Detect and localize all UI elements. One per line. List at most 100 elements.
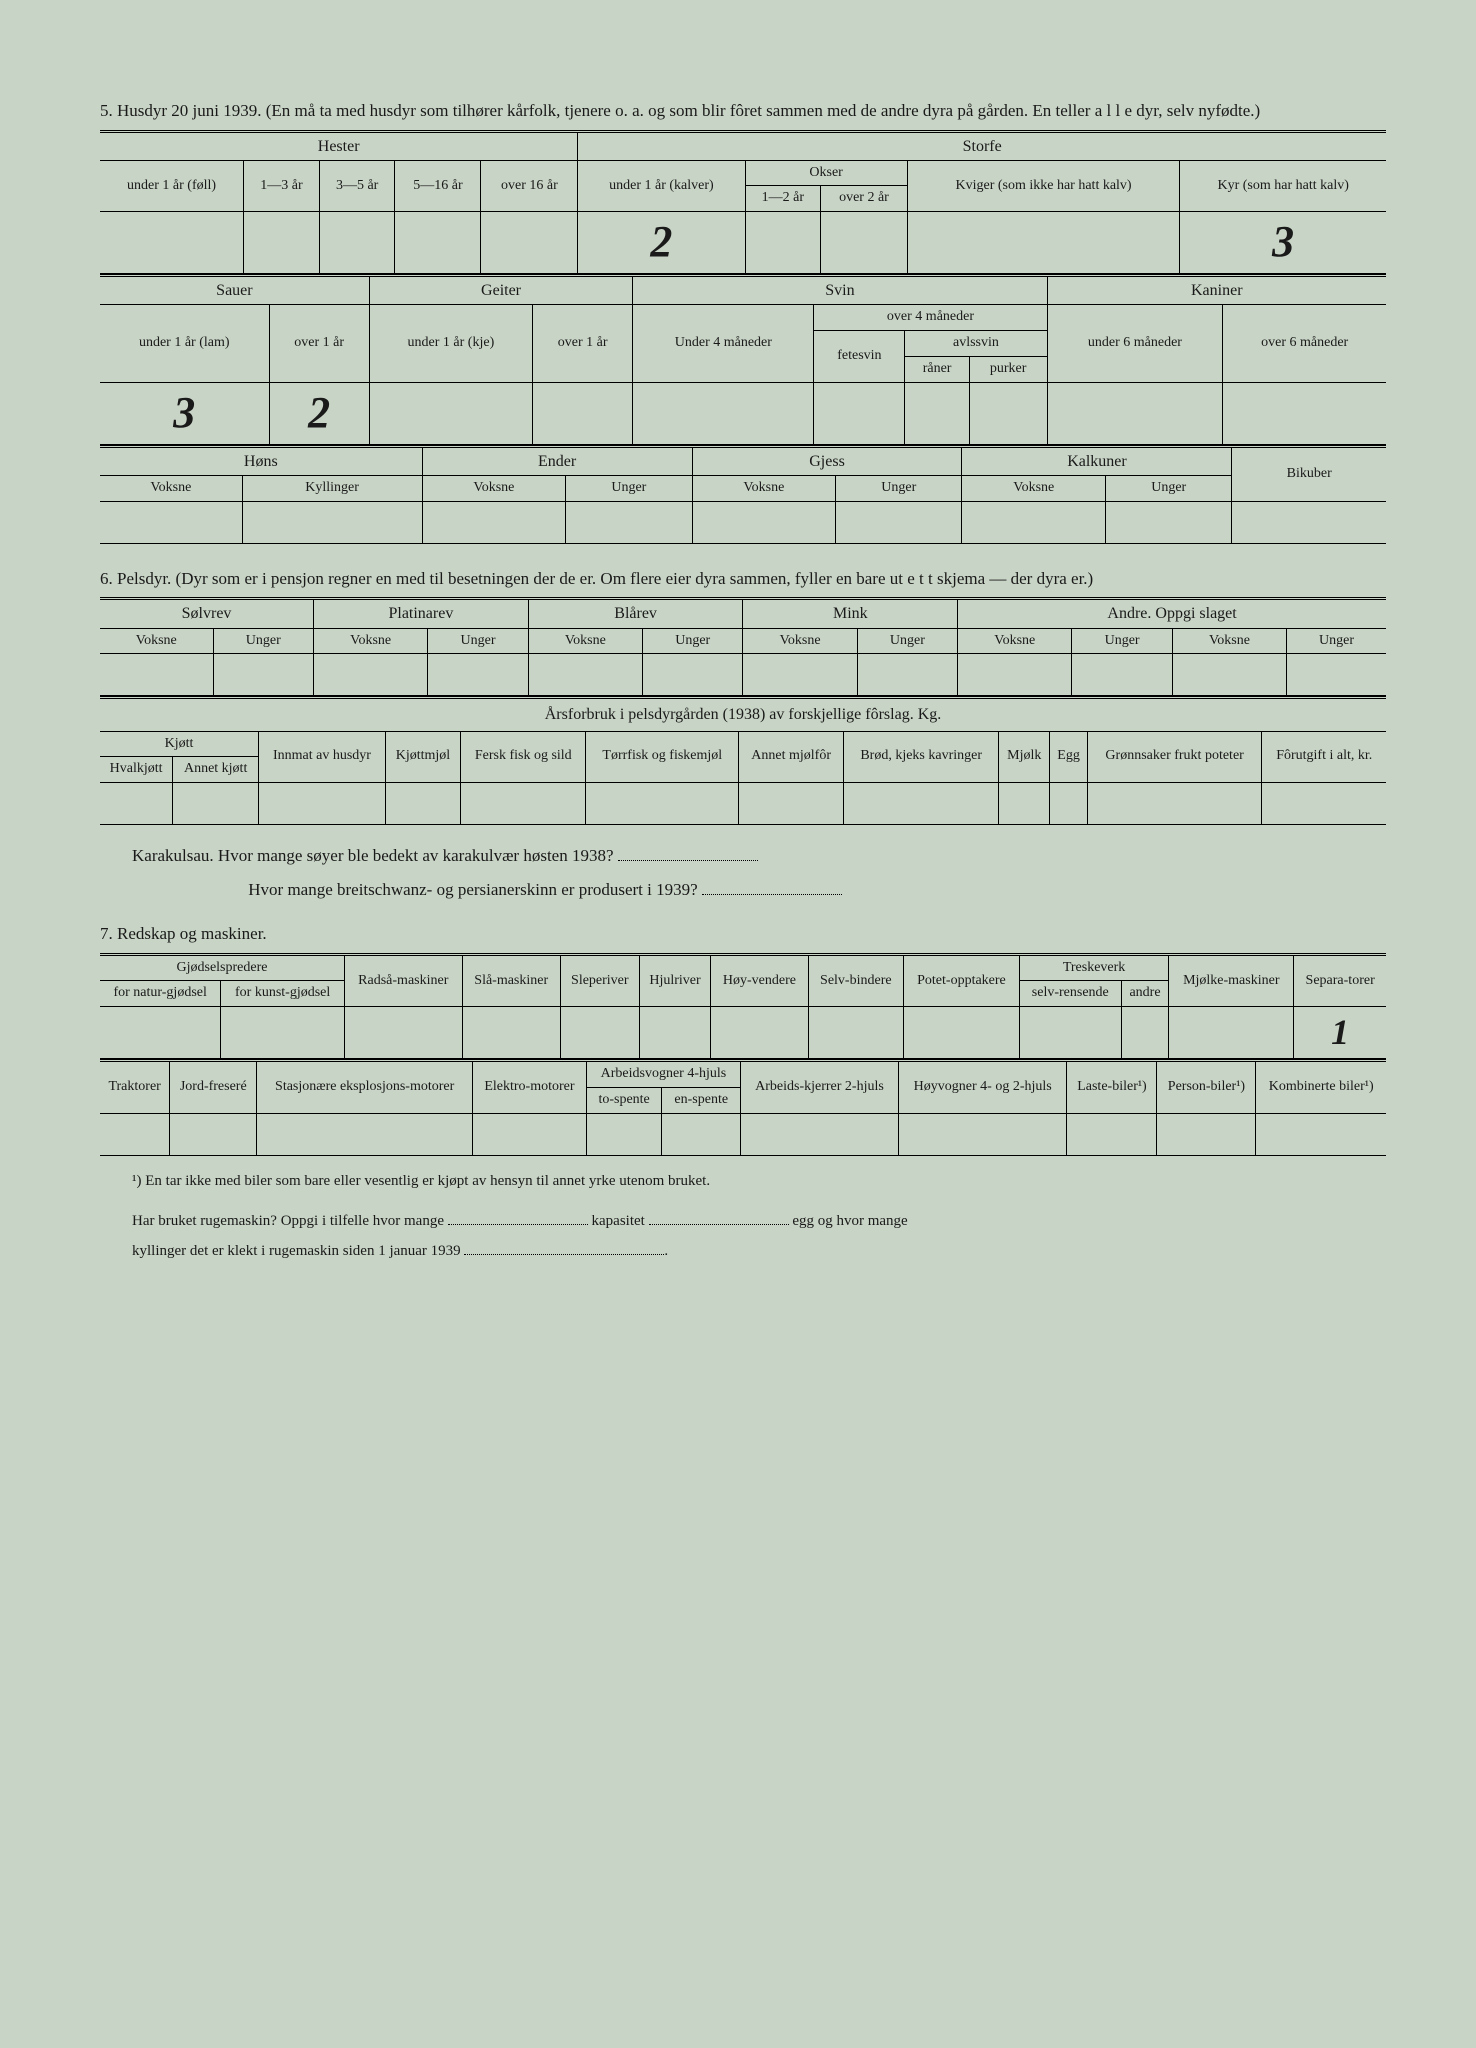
table-redskap2: Traktorer Jord-freseré Stasjonære eksplo… bbox=[100, 1059, 1386, 1156]
cell bbox=[969, 382, 1047, 444]
karakul-q2-blank bbox=[702, 880, 842, 895]
col-egg: Egg bbox=[1050, 731, 1087, 783]
hdr-treske: Treskeverk bbox=[1019, 954, 1168, 981]
col-traktorer: Traktorer bbox=[100, 1061, 170, 1114]
col-u: Unger bbox=[1287, 628, 1386, 654]
col-kalk-unger: Unger bbox=[1106, 476, 1232, 502]
col-sau-u1: under 1 år (lam) bbox=[100, 305, 269, 382]
col-h-5-16: 5—16 år bbox=[395, 160, 481, 212]
cell bbox=[1262, 783, 1386, 825]
col-okser-1-2: 1—2 år bbox=[745, 186, 821, 212]
col-sla: Slå-maskiner bbox=[462, 954, 560, 1007]
col-brod: Brød, kjeks kavringer bbox=[844, 731, 999, 783]
col-gronn: Grønnsaker frukt poteter bbox=[1087, 731, 1262, 783]
col-gjess-voksne: Voksne bbox=[692, 476, 836, 502]
col-hons-kyll: Kyllinger bbox=[242, 476, 422, 502]
cell bbox=[1050, 783, 1087, 825]
val-sep: 1 bbox=[1294, 1007, 1386, 1059]
cell bbox=[1287, 654, 1386, 696]
cell bbox=[999, 783, 1050, 825]
col-person: Person-biler¹) bbox=[1157, 1061, 1256, 1114]
cell bbox=[1232, 501, 1386, 543]
col-h-1-3: 1—3 år bbox=[244, 160, 320, 212]
table-forbruk: Årsforbruk i pelsdyrgården (1938) av for… bbox=[100, 696, 1386, 825]
col-okser-o2: over 2 år bbox=[821, 186, 908, 212]
hdr-bikuber: Bikuber bbox=[1232, 446, 1386, 501]
cell bbox=[586, 1113, 662, 1155]
col-geit-o1: over 1 år bbox=[533, 305, 633, 382]
col-u: Unger bbox=[1072, 628, 1173, 654]
col-forutgift: Fôrutgift i alt, kr. bbox=[1262, 731, 1386, 783]
table-pelsdyr: Sølvrev Platinarev Blårev Mink Andre. Op… bbox=[100, 597, 1386, 696]
col-kyr: Kyr (som har hatt kalv) bbox=[1180, 160, 1386, 212]
cell bbox=[244, 212, 320, 274]
q-ruge2: kapasitet bbox=[592, 1213, 645, 1229]
cell bbox=[560, 1007, 639, 1059]
col-annetmjol: Annet mjølfôr bbox=[739, 731, 844, 783]
footnote1: ¹) En tar ikke med biler som bare eller … bbox=[132, 1166, 1386, 1196]
col-natur: for natur-gjødsel bbox=[100, 981, 221, 1007]
cell bbox=[692, 501, 836, 543]
cell bbox=[1106, 501, 1232, 543]
col-kombi: Kombinerte biler¹) bbox=[1256, 1061, 1386, 1114]
cell bbox=[1067, 1113, 1157, 1155]
col-v: Voksne bbox=[958, 628, 1072, 654]
val-kyr: 3 bbox=[1180, 212, 1386, 274]
q-ruge-blank2 bbox=[649, 1211, 789, 1225]
val-sau-o1: 2 bbox=[269, 382, 369, 444]
cell bbox=[1087, 783, 1262, 825]
col-potet: Potet-opptakere bbox=[904, 954, 1020, 1007]
section5-title: 5. Husdyr 20 juni 1939. (En må ta med hu… bbox=[100, 98, 1386, 124]
cell bbox=[1223, 382, 1386, 444]
hdr-sauer: Sauer bbox=[100, 276, 369, 305]
col-laste: Laste-biler¹) bbox=[1067, 1061, 1157, 1114]
cell bbox=[257, 1113, 473, 1155]
col-kalk-voksne: Voksne bbox=[962, 476, 1106, 502]
col-stasjon: Stasjonære eksplosjons-motorer bbox=[257, 1061, 473, 1114]
cell bbox=[170, 1113, 257, 1155]
cell bbox=[739, 783, 844, 825]
col-u: Unger bbox=[428, 628, 529, 654]
col-arbeid2: Arbeids-kjerrer 2-hjuls bbox=[741, 1061, 899, 1114]
cell bbox=[100, 212, 244, 274]
cell bbox=[962, 501, 1106, 543]
col-avlssvin: avlssvin bbox=[905, 331, 1047, 357]
cell bbox=[1047, 382, 1223, 444]
cell bbox=[1169, 1007, 1294, 1059]
col-v: Voksne bbox=[1172, 628, 1286, 654]
col-v: Voksne bbox=[314, 628, 428, 654]
cell bbox=[958, 654, 1072, 696]
col-v: Voksne bbox=[100, 628, 213, 654]
cell bbox=[741, 1113, 899, 1155]
cell bbox=[633, 382, 814, 444]
cell bbox=[100, 1113, 170, 1155]
cell bbox=[461, 783, 586, 825]
cell bbox=[743, 654, 857, 696]
col-mjolk: Mjølk bbox=[999, 731, 1050, 783]
q-ruge4: kyllinger det er klekt i rugemaskin side… bbox=[132, 1243, 461, 1259]
hdr-hons: Høns bbox=[100, 446, 422, 475]
cell bbox=[100, 501, 242, 543]
karakul-q1-blank bbox=[618, 846, 758, 861]
hdr-svin: Svin bbox=[633, 276, 1047, 305]
col-hoy: Høy-vendere bbox=[711, 954, 808, 1007]
q-ruge-blank3 bbox=[464, 1241, 664, 1255]
col-innmat: Innmat av husdyr bbox=[259, 731, 386, 783]
cell bbox=[1157, 1113, 1256, 1155]
cell bbox=[905, 382, 969, 444]
cell bbox=[385, 783, 460, 825]
col-selv: Selv-bindere bbox=[808, 954, 903, 1007]
hdr-mink: Mink bbox=[743, 599, 958, 628]
val-sau-u1: 3 bbox=[100, 382, 269, 444]
val-s-u1: 2 bbox=[578, 212, 745, 274]
cell bbox=[662, 1113, 741, 1155]
cell bbox=[1121, 1007, 1169, 1059]
col-kunst: for kunst-gjødsel bbox=[221, 981, 345, 1007]
col-ender-voksne: Voksne bbox=[422, 476, 566, 502]
col-v: Voksne bbox=[528, 628, 642, 654]
cell bbox=[173, 783, 259, 825]
cell bbox=[344, 1007, 462, 1059]
q-ruge3: egg og hvor mange bbox=[792, 1213, 907, 1229]
col-h-u1: under 1 år (føll) bbox=[100, 160, 244, 212]
col-hvalkjott: Hvalkjøtt bbox=[100, 757, 173, 783]
